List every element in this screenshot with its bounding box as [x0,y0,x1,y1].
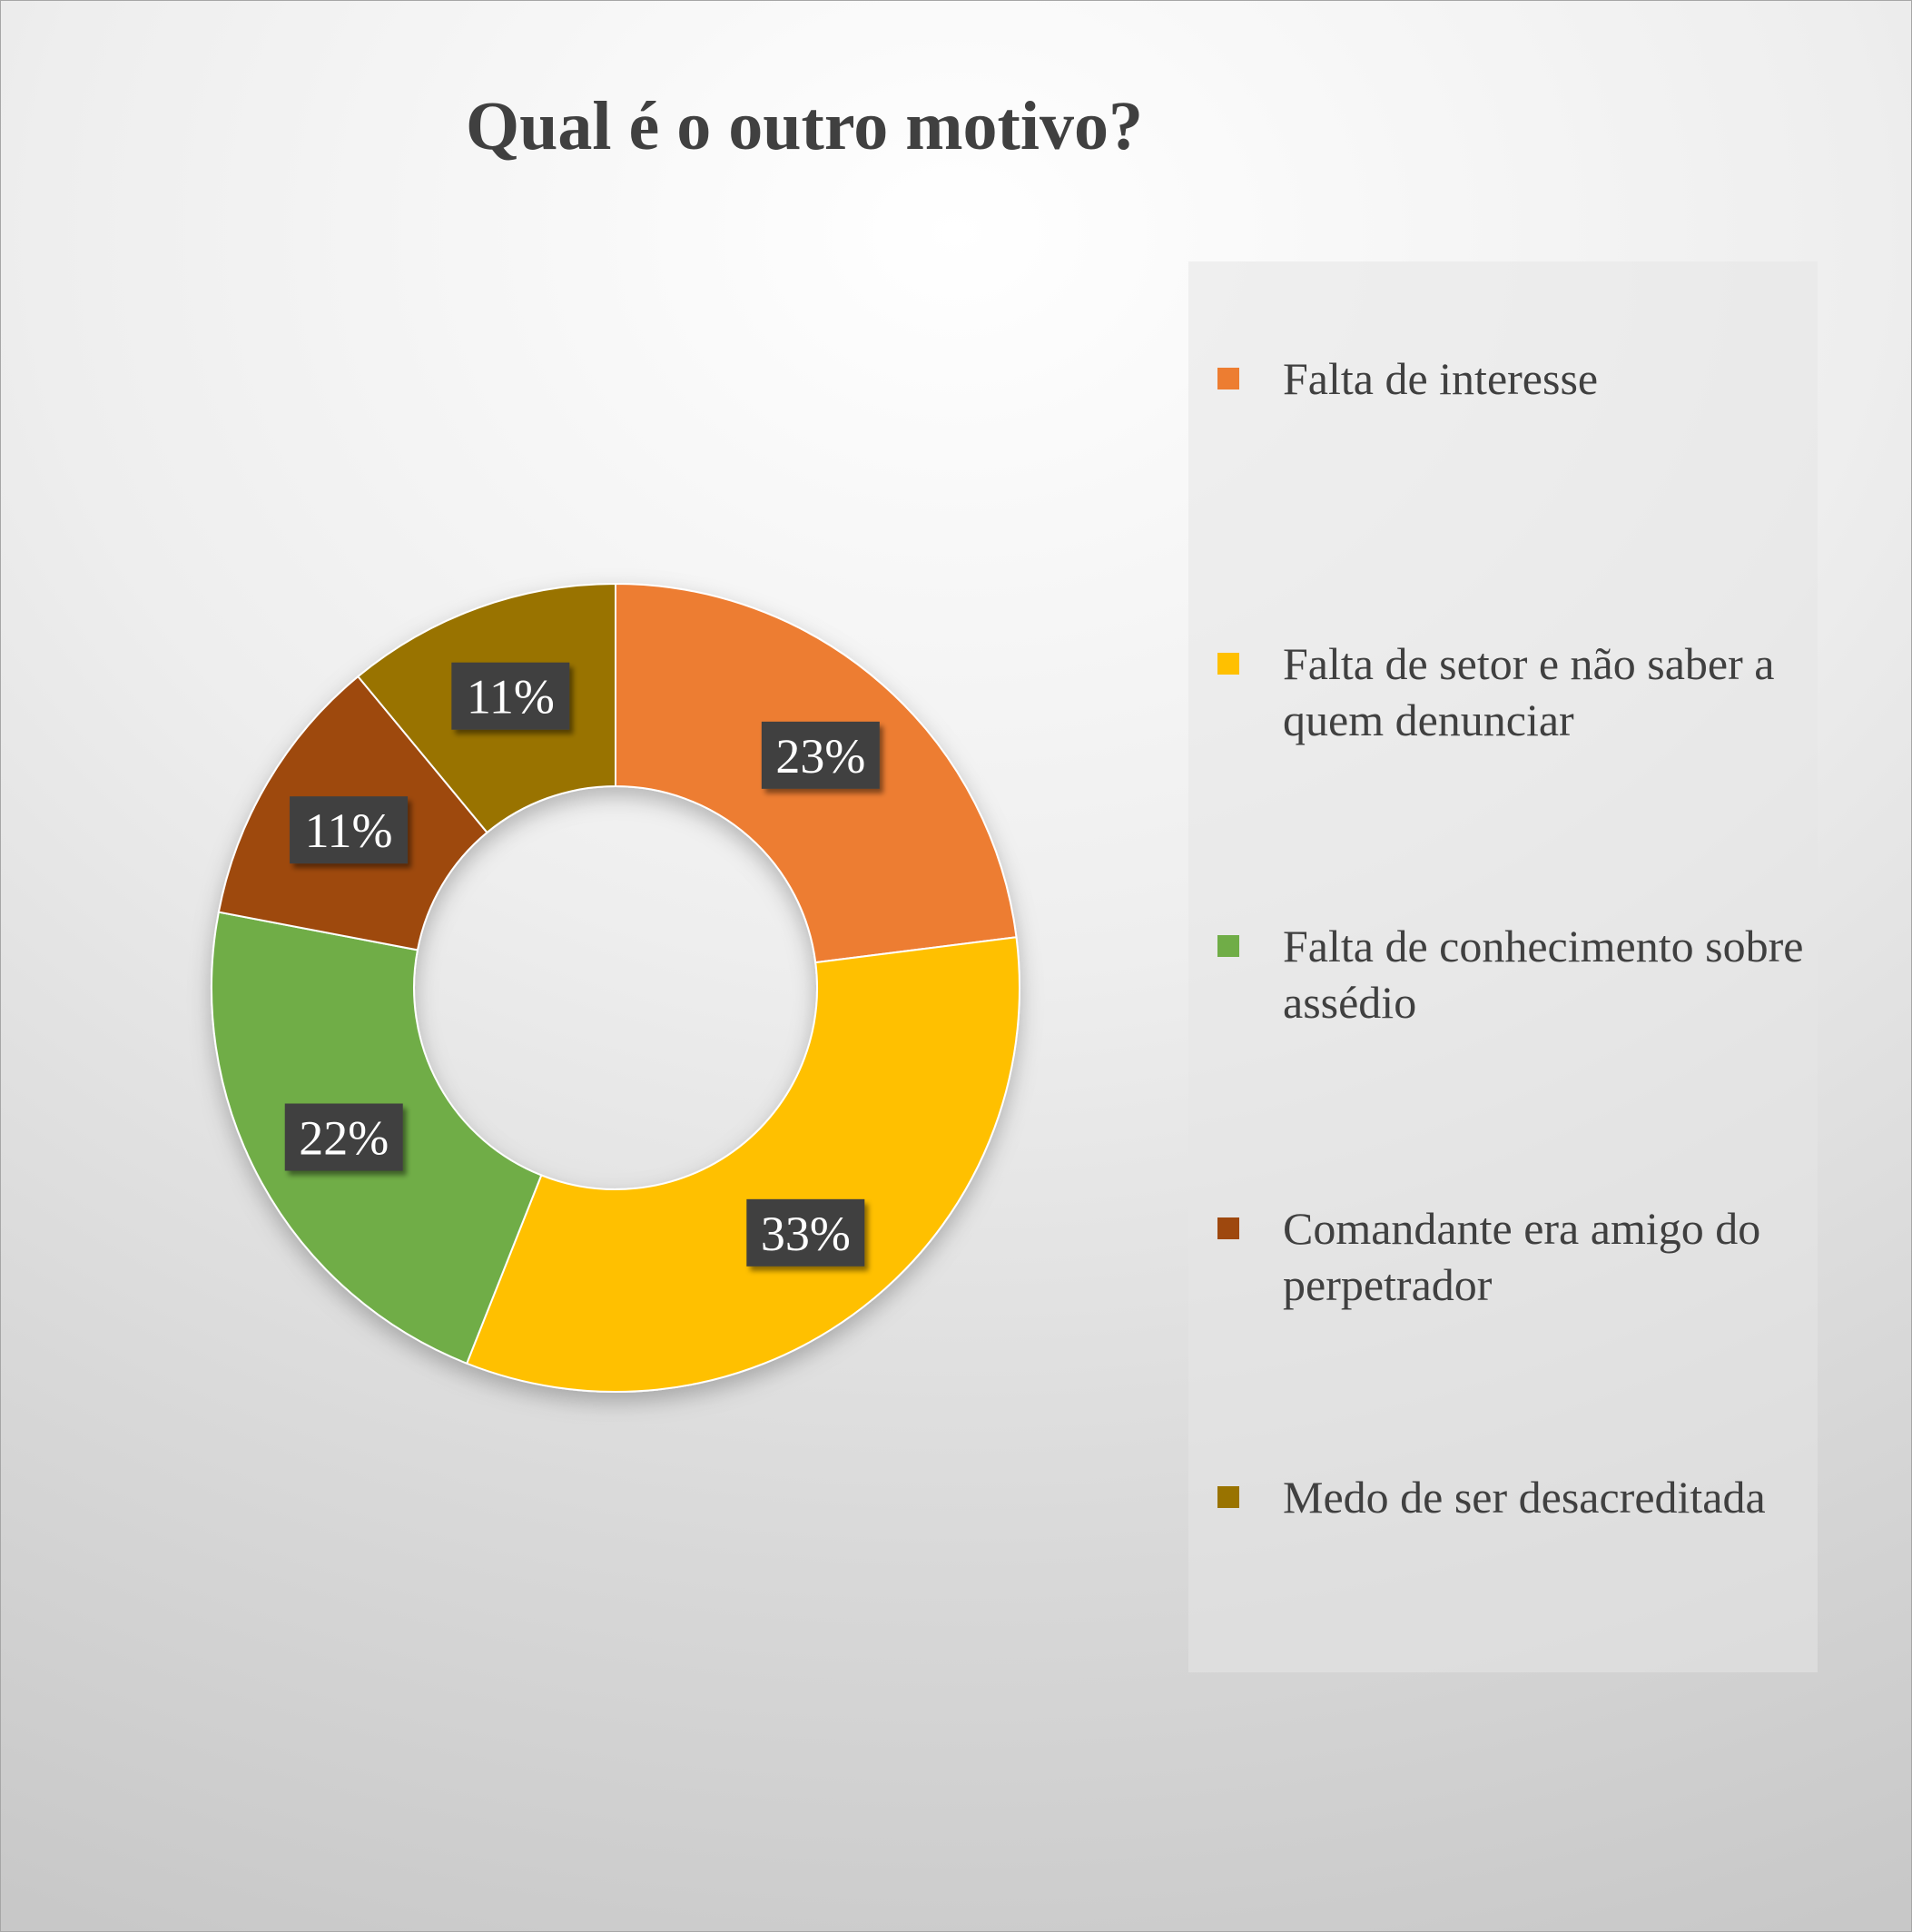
legend-label: Medo de ser desacreditada [1283,1472,1766,1523]
data-label-box [451,662,570,730]
data-label-4: 11% [290,796,409,864]
data-label-box [746,1198,865,1267]
chart-title: Qual é o outro motivo? [466,88,1143,164]
legend-label: Comandante era amigo do perpetrador [1283,1203,1761,1310]
data-label-text: 23% [775,729,865,784]
legend-swatch [1217,935,1239,957]
data-label-3: 22% [284,1103,403,1171]
data-label-5: 11% [451,662,570,730]
data-label-text: 33% [761,1207,851,1261]
data-label-text: 22% [299,1111,389,1166]
legend-label: Falta de interesse [1283,353,1599,404]
data-label-box [761,721,880,789]
legend: Falta de interesse Falta de setor e não s… [1188,261,1818,1672]
data-label-text: 11% [305,803,393,858]
legend-label: Falta de conhecimento sobre assédio [1283,921,1804,1028]
data-label-1: 23% [761,721,880,789]
legend-swatch [1217,1486,1239,1508]
legend-swatch [1217,653,1239,675]
legend-label: Falta de setor e não saber a quem denunc… [1283,638,1775,745]
legend-swatch [1217,1217,1239,1239]
data-label-2: 33% [746,1198,865,1267]
data-label-box [284,1103,403,1171]
data-label-text: 11% [467,670,555,724]
data-labels: 23% 33% 22% 11% 11% [284,662,880,1267]
donut-slice-2 [465,936,1020,1393]
data-label-box [290,796,409,864]
legend-swatch [1217,368,1239,389]
donut-slices [211,582,1020,1393]
